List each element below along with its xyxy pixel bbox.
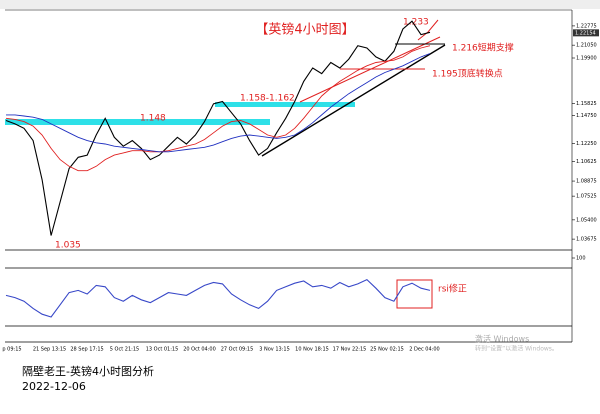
annotation: 1.195顶底转换点 (432, 68, 503, 80)
chart-bg (0, 0, 600, 355)
y-tick-label: 1.15825 (576, 101, 597, 107)
toolbar (0, 0, 600, 9)
x-tick-label: 2 Dec 04:00 (409, 347, 439, 353)
highlight-box (396, 279, 433, 309)
y-tick-label: 1.14750 (576, 113, 597, 119)
trendline (261, 44, 446, 157)
annotation: 1.233 (403, 18, 429, 28)
watermark: 激活 Windows (475, 334, 529, 344)
x-tick-label: 21 Sep 13:15 (33, 347, 66, 353)
annotation: 1.035 (55, 241, 81, 251)
x-tick-label: 20 Oct 04:00 (183, 347, 216, 353)
series-line (5, 45, 431, 172)
price-label: 1.22154 (575, 30, 596, 36)
series-line (5, 278, 431, 318)
footer-date: 2022-12-06 (22, 380, 86, 393)
x-tick-label: 13 Oct 01:15 (146, 347, 179, 353)
y-tick-label: 1.21050 (576, 43, 597, 49)
band (5, 119, 270, 125)
annotation: 1.148 (140, 114, 166, 124)
x-tick-label: 10 Nov 18:15 (295, 347, 329, 353)
y-tick-label: 1.07525 (576, 194, 597, 200)
x-tick-label: 17 Nov 22:15 (333, 347, 367, 353)
footer-title: 隔壁老王-英镑4小时图分析 (22, 364, 154, 378)
x-tick-label: 25 Nov 02:15 (370, 347, 404, 353)
series-line (5, 20, 431, 236)
x-tick-label: 27 Oct 09:15 (221, 347, 254, 353)
annotation: 1.158-1.162 (240, 94, 295, 104)
x-tick-label: 3 Nov 13:15 (259, 347, 290, 353)
x-tick-label: p 09:15 (2, 347, 21, 353)
watermark: 转到“设置”以激活 Windows。 (475, 345, 558, 353)
annotation: 1.216短期支撑 (452, 42, 514, 54)
y-tick-label: 1.08875 (576, 179, 597, 185)
y-tick-label: 1.03675 (576, 237, 597, 243)
y-tick-label: 1.12250 (576, 141, 597, 147)
chart-title: 【英镑4小时图】 (255, 22, 354, 38)
y-tick-label: 1.10625 (576, 159, 597, 165)
series-line (6, 53, 431, 153)
price-marker (573, 29, 599, 37)
band (215, 102, 355, 107)
arrow (417, 19, 439, 41)
y-tick-label: 1.05400 (576, 217, 597, 223)
y-tick-label: 1.22775 (576, 23, 597, 29)
x-tick-label: 5 Oct 21:15 (110, 347, 139, 353)
y-tick-label: 1.19900 (576, 56, 597, 62)
y-tick-label: 100 (576, 256, 586, 262)
annotation: rsi修正 (438, 283, 467, 295)
x-tick-label: 28 Sep 17:15 (70, 347, 103, 353)
